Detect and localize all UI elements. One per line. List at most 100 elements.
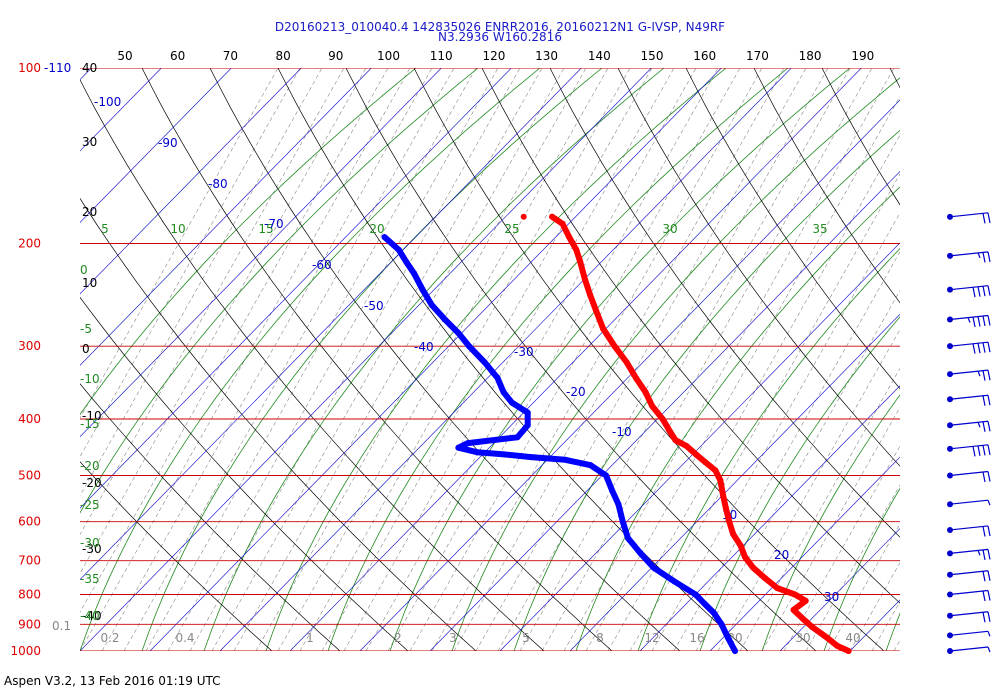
isotherm-line	[569, 313, 900, 651]
dry-adiabat	[141, 68, 613, 651]
wind-barb-staff	[949, 212, 989, 218]
mixing-ratio-line	[938, 68, 1000, 651]
dry-adiabat-label: 0	[82, 342, 90, 356]
mixing-ratio-line	[651, 212, 900, 651]
dry-adiabat-label: -20	[82, 476, 102, 490]
wind-barb-staff	[949, 420, 989, 426]
wind-barb-flag	[972, 446, 976, 457]
mixing-ratio-line	[123, 68, 455, 651]
isotherm-line	[429, 170, 900, 651]
dewpoint-trace-point	[395, 246, 402, 253]
wind-barb-flag	[982, 421, 986, 432]
wind-barb-flag	[982, 213, 986, 224]
wind-barb-flag	[982, 252, 986, 263]
dry-adiabat	[413, 68, 885, 651]
moist-adiabat	[141, 68, 603, 651]
isotherm-line	[990, 68, 1000, 651]
pressure-tick-label: 1000	[10, 644, 41, 658]
dry-adiabat-label: 10	[82, 276, 97, 290]
wind-barb-flag	[987, 421, 991, 432]
temperature-trace-point	[702, 459, 709, 466]
temperature-trace-point	[792, 591, 798, 598]
mixing-ratio-line	[409, 68, 741, 651]
theta-e-left-label: -30	[80, 536, 100, 550]
theta-top-label: 190	[851, 49, 874, 63]
wind-barb-staff	[949, 589, 989, 596]
moist-adiabat	[265, 68, 727, 651]
isotherm-line	[80, 68, 92, 81]
moist-adiabat	[885, 612, 900, 651]
theta-e-label: 35	[812, 222, 827, 236]
dry-adiabat-label: 20	[82, 205, 97, 219]
theta-top-label: 180	[799, 49, 822, 63]
isotherm-label: 20	[774, 548, 789, 562]
theta-top-label: 150	[641, 49, 664, 63]
pressure-tick-label: 800	[18, 588, 41, 602]
dry-adiabat-label: 40	[82, 61, 97, 75]
wind-barb-staff	[949, 394, 989, 400]
wind-barb-flag	[982, 286, 986, 297]
dewpoint-trace-point	[524, 409, 531, 416]
wind-barb-flag	[987, 212, 991, 223]
mixing-ratio-line	[80, 68, 323, 497]
isotherm-line	[80, 68, 372, 366]
dry-adiabat-label: -10	[82, 409, 102, 423]
temperature-trace-point	[666, 428, 673, 435]
dry-adiabat-label: 30	[82, 135, 97, 149]
isotherm-line	[289, 68, 862, 651]
wind-barb-staff	[949, 285, 989, 291]
wind-barb-staff	[949, 369, 989, 375]
plot-area	[80, 68, 1000, 651]
dewpoint-trace-point	[619, 518, 626, 525]
temperature-trace-point	[790, 606, 797, 613]
wind-barb-staff	[949, 646, 989, 652]
isotherm-line	[920, 68, 1000, 651]
mixing-ratio-line	[80, 68, 301, 458]
mixing-ratio-label: 0.2	[100, 631, 119, 645]
mixing-ratio-label: 0.1	[52, 619, 71, 633]
wind-barb-flag	[982, 395, 986, 406]
mixing-ratio-line	[916, 68, 1000, 651]
temperature-trace-point	[712, 467, 719, 474]
wind-barb-flag	[987, 525, 991, 537]
mixing-ratio-label: 0.4	[175, 631, 194, 645]
chart-title-line-2: N3.2936 W160.2816	[438, 30, 562, 44]
temperature-trace-point	[581, 275, 588, 282]
theta-top-label: 50	[117, 49, 132, 63]
mixing-ratio-line	[145, 68, 477, 651]
mixing-ratio-line	[827, 523, 900, 651]
mixing-ratio-line	[299, 68, 631, 651]
wind-barb-staff	[949, 611, 989, 617]
footer-version-timestamp: Aspen V3.2, 13 Feb 2016 01:19 UTC	[4, 674, 221, 688]
chart-title-line-1: D20160213_010040.4 142835026 ENRR2016, 2…	[274, 20, 726, 34]
moist-adiabat	[389, 68, 851, 651]
theta-e-left-label: -15	[80, 417, 100, 431]
dry-adiabat	[80, 296, 409, 651]
wind-barb-flag	[982, 445, 986, 456]
isotherm-line	[80, 68, 652, 651]
dewpoint-trace-point	[474, 449, 481, 456]
isolated-temperature-point	[520, 213, 527, 220]
theta-top-label: 100	[377, 49, 400, 63]
wind-barb-staff	[949, 570, 989, 576]
dewpoint-trace-point	[494, 374, 501, 381]
wind-barb-flag	[982, 590, 986, 602]
mixing-ratio-label: 2	[394, 631, 402, 645]
wind-barb-flag	[977, 286, 981, 297]
temperature-trace-point	[623, 359, 630, 366]
theta-e-left-label: -40	[80, 609, 100, 623]
isotherm-label: -70	[264, 217, 284, 231]
isotherm-line	[219, 68, 792, 651]
dewpoint-trace-point	[455, 444, 462, 451]
mixing-ratio-line	[497, 68, 829, 651]
dewpoint-trace-point	[732, 648, 738, 654]
dewpoint-trace-point	[671, 578, 678, 585]
isotherm-line	[709, 456, 900, 651]
wind-barb-flag	[977, 343, 981, 354]
isotherm-line	[80, 68, 512, 509]
mixing-ratio-line	[849, 562, 900, 651]
wind-barb-flag	[987, 444, 991, 455]
temperature-trace-point	[642, 389, 649, 396]
theta-top-label: 170	[746, 49, 769, 63]
theta-top-label: 110	[430, 49, 453, 63]
